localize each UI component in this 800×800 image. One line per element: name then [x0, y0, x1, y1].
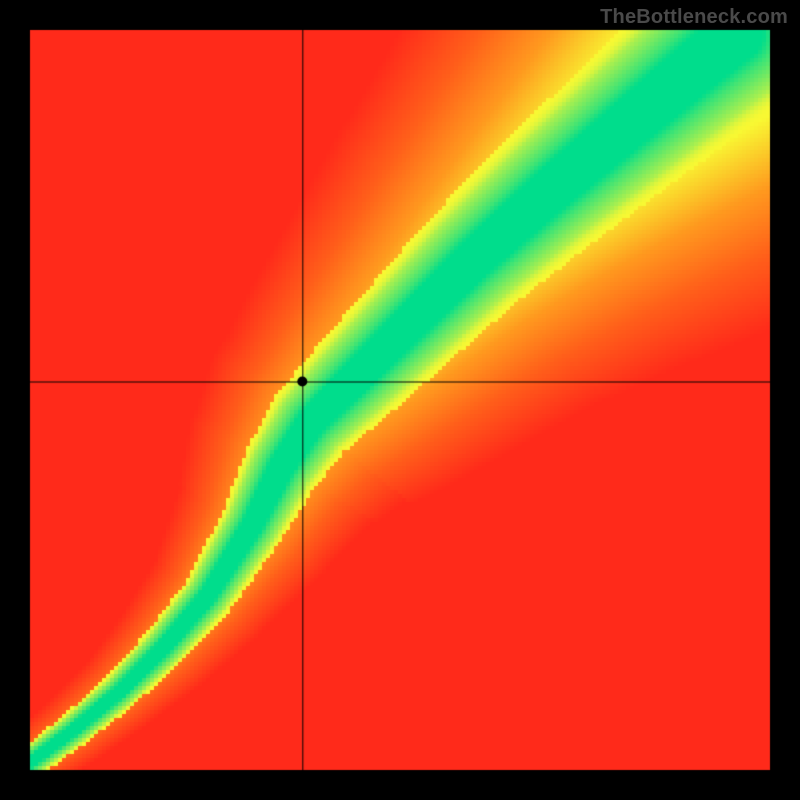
watermark-text: TheBottleneck.com: [600, 6, 788, 29]
heatmap-canvas: [0, 0, 800, 800]
chart-container: TheBottleneck.com: [0, 0, 800, 800]
